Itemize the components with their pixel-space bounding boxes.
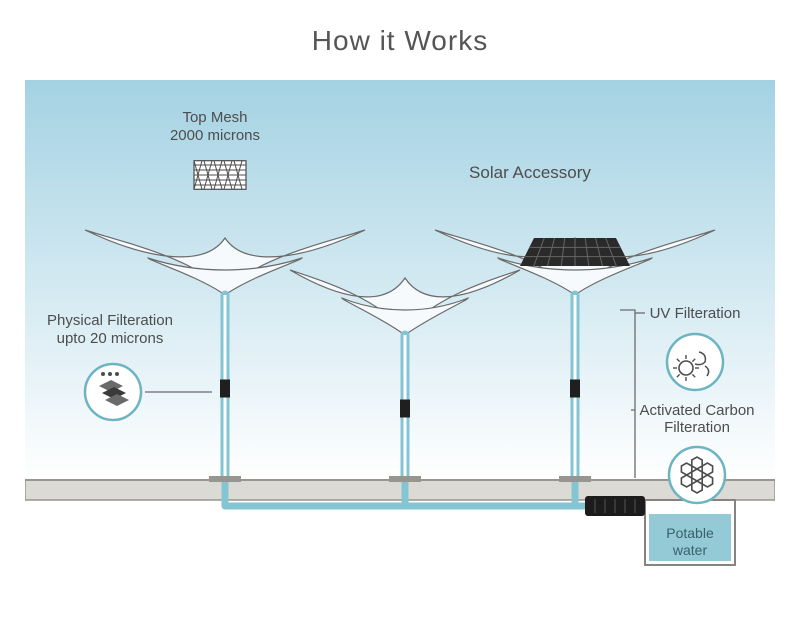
uv-icon [667,334,723,390]
physical-label-2: upto 20 microns [57,330,164,347]
page-title: How it Works [0,25,800,57]
carbon-icon [669,447,725,503]
potable-label-2: water [672,542,708,558]
diagram-stage: Potablewater Top Mesh2000 microns Solar Ac… [25,80,775,575]
solar-panel-icon [520,238,630,266]
sky [25,80,775,480]
solar-label: Solar Accessory [469,163,591,182]
carbon-label-1: Activated Carbon [639,402,754,419]
top-mesh-label-1: Top Mesh [182,109,247,126]
uv-label: UV Filteration [650,305,741,322]
potable-water-tank: Potablewater [645,500,735,565]
filter-box [585,496,645,516]
potable-label-1: Potable [666,525,714,541]
physical-label-1: Physical Filteration [47,312,173,329]
top-mesh-label-2: 2000 microns [170,127,260,144]
mesh-icon [194,161,246,190]
carbon-label-2: Filteration [664,419,730,436]
ground-strip [25,480,775,500]
